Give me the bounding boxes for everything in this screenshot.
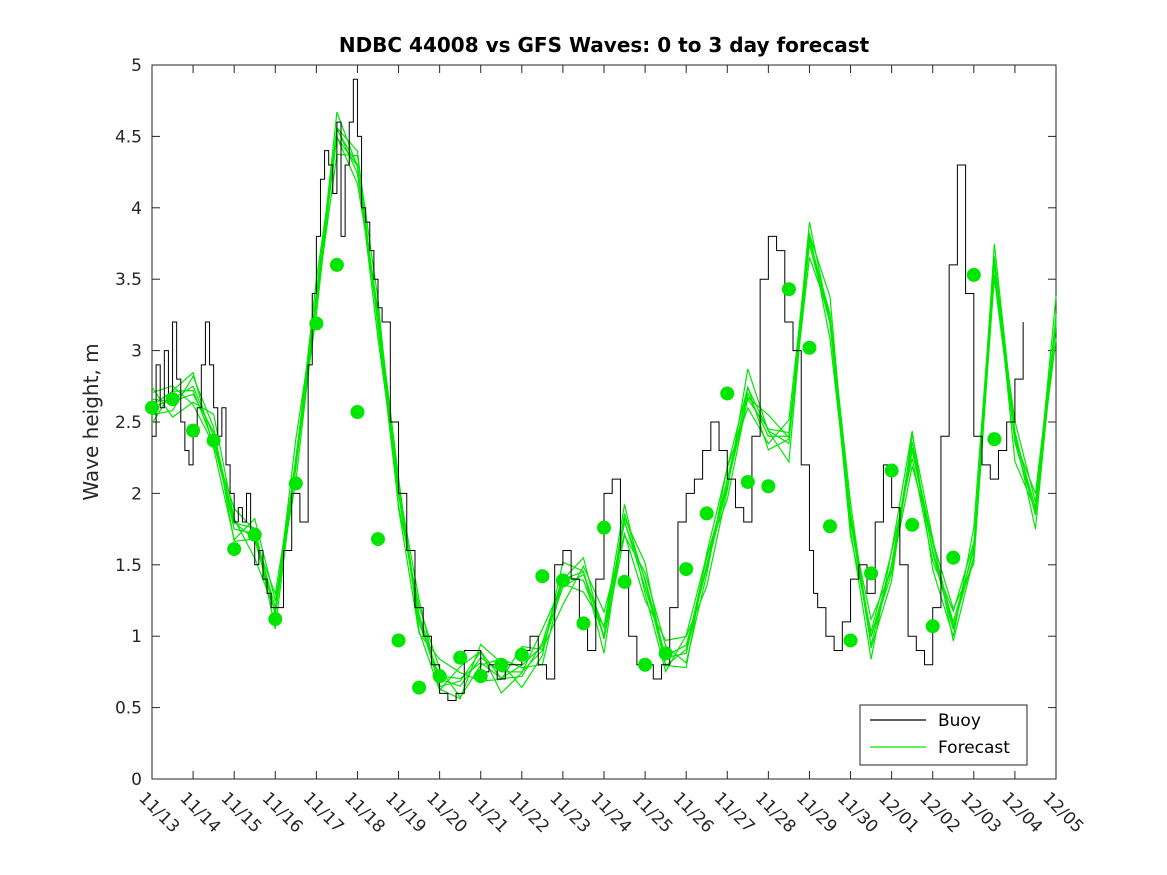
forecast-dot	[247, 527, 262, 542]
forecast-dot	[206, 433, 221, 448]
x-tick-label: 11/23	[545, 788, 594, 837]
x-tick-label: 11/25	[628, 788, 677, 837]
forecast-dot	[576, 616, 591, 631]
forecast-dots	[145, 257, 1002, 695]
legend-buoy-label: Buoy	[938, 711, 981, 731]
y-axis-label: Wave height, m	[79, 343, 103, 500]
forecast-dot	[227, 542, 242, 557]
forecast-dot	[679, 562, 694, 577]
forecast-dot	[350, 405, 365, 420]
forecast-dot	[720, 386, 735, 401]
x-tick-label: 11/13	[134, 788, 183, 837]
forecast-dot	[432, 669, 447, 684]
y-tick-label: 1.5	[115, 556, 142, 576]
forecast-dot	[884, 463, 899, 478]
forecast-dot	[391, 633, 406, 648]
forecast-dot	[946, 550, 961, 565]
forecast-dot	[268, 612, 283, 627]
forecast-dot	[494, 657, 509, 672]
x-tick-label: 12/03	[956, 788, 1005, 837]
y-tick-label: 5	[131, 56, 142, 76]
y-tick-label: 2	[131, 484, 142, 504]
y-axis: 0 0.5 1 1.5 2 2.5 3 3.5 4 4.5 5	[115, 56, 1056, 790]
forecast-dot	[412, 680, 427, 695]
forecast-dot	[186, 423, 201, 438]
x-tick-label: 11/30	[833, 788, 882, 837]
forecast-line	[151, 153, 1057, 682]
x-tick-label: 11/16	[258, 788, 307, 837]
forecast-line	[151, 134, 1057, 695]
y-tick-label: 3	[131, 342, 142, 362]
x-tick-label: 11/18	[340, 788, 389, 837]
x-tick-label: 11/20	[422, 788, 471, 837]
forecast-dot	[925, 619, 940, 634]
forecast-dot	[987, 432, 1002, 447]
forecast-dot	[823, 519, 837, 534]
x-tick-label: 11/14	[176, 788, 225, 837]
forecast-dot	[453, 650, 468, 665]
forecast-line	[151, 126, 1057, 699]
y-tick-label: 0.5	[115, 699, 142, 719]
y-tick-label: 3.5	[115, 270, 142, 290]
forecast-dot	[555, 573, 570, 588]
forecast-dot	[905, 517, 920, 532]
x-tick-label: 12/01	[874, 788, 923, 837]
y-tick-label: 4.5	[115, 127, 142, 147]
x-tick-label: 11/17	[299, 788, 348, 837]
x-tick-label: 11/28	[751, 788, 800, 837]
x-tick-label: 12/04	[997, 788, 1046, 837]
forecast-dot	[966, 267, 981, 282]
legend-forecast-label: Forecast	[938, 738, 1010, 758]
plot-frame	[151, 64, 1057, 780]
forecast-dot	[781, 282, 796, 297]
forecast-dot	[145, 400, 159, 415]
y-tick-label: 2.5	[115, 413, 142, 433]
forecast-dot	[761, 479, 776, 494]
forecast-dot	[864, 566, 879, 581]
forecast-dot	[535, 569, 550, 584]
y-tick-label: 1	[131, 627, 142, 647]
forecast-dot	[288, 476, 303, 491]
forecast-dot	[165, 392, 180, 407]
x-tick-label: 11/21	[463, 788, 512, 837]
legend: Buoy Forecast	[859, 704, 1028, 766]
series-layer	[151, 78, 1057, 701]
x-tick-label: 12/05	[1038, 788, 1087, 837]
x-tick-label: 11/22	[504, 788, 553, 837]
forecast-dot	[740, 474, 755, 489]
forecast-line	[151, 111, 1057, 700]
forecast-dot	[597, 520, 611, 535]
x-tick-label: 11/19	[381, 788, 430, 837]
x-tick-label: 11/26	[669, 788, 718, 837]
y-tick-label: 0	[131, 770, 142, 790]
forecast-dot	[473, 669, 488, 684]
forecast-dot	[699, 506, 714, 521]
x-tick-label: 11/27	[710, 788, 759, 837]
forecast-dot	[802, 340, 817, 355]
forecast-dot	[638, 657, 653, 672]
x-tick-label: 11/29	[792, 788, 841, 837]
plot-area	[151, 64, 1057, 780]
y-tick-label: 4	[131, 199, 142, 219]
forecast-dot	[371, 532, 385, 547]
forecast-dot	[329, 257, 344, 272]
forecast-dot	[617, 574, 632, 589]
x-tick-label: 11/24	[586, 788, 635, 837]
x-tick-label: 12/02	[915, 788, 964, 837]
legend-box	[859, 704, 1028, 766]
forecast-dot	[658, 646, 673, 661]
forecast-dot	[514, 647, 529, 662]
x-tick-label: 11/15	[217, 788, 266, 837]
forecast-dot	[309, 316, 324, 331]
forecast-dot	[843, 633, 858, 648]
chart-title: NDBC 44008 vs GFS Waves: 0 to 3 day fore…	[339, 33, 870, 57]
